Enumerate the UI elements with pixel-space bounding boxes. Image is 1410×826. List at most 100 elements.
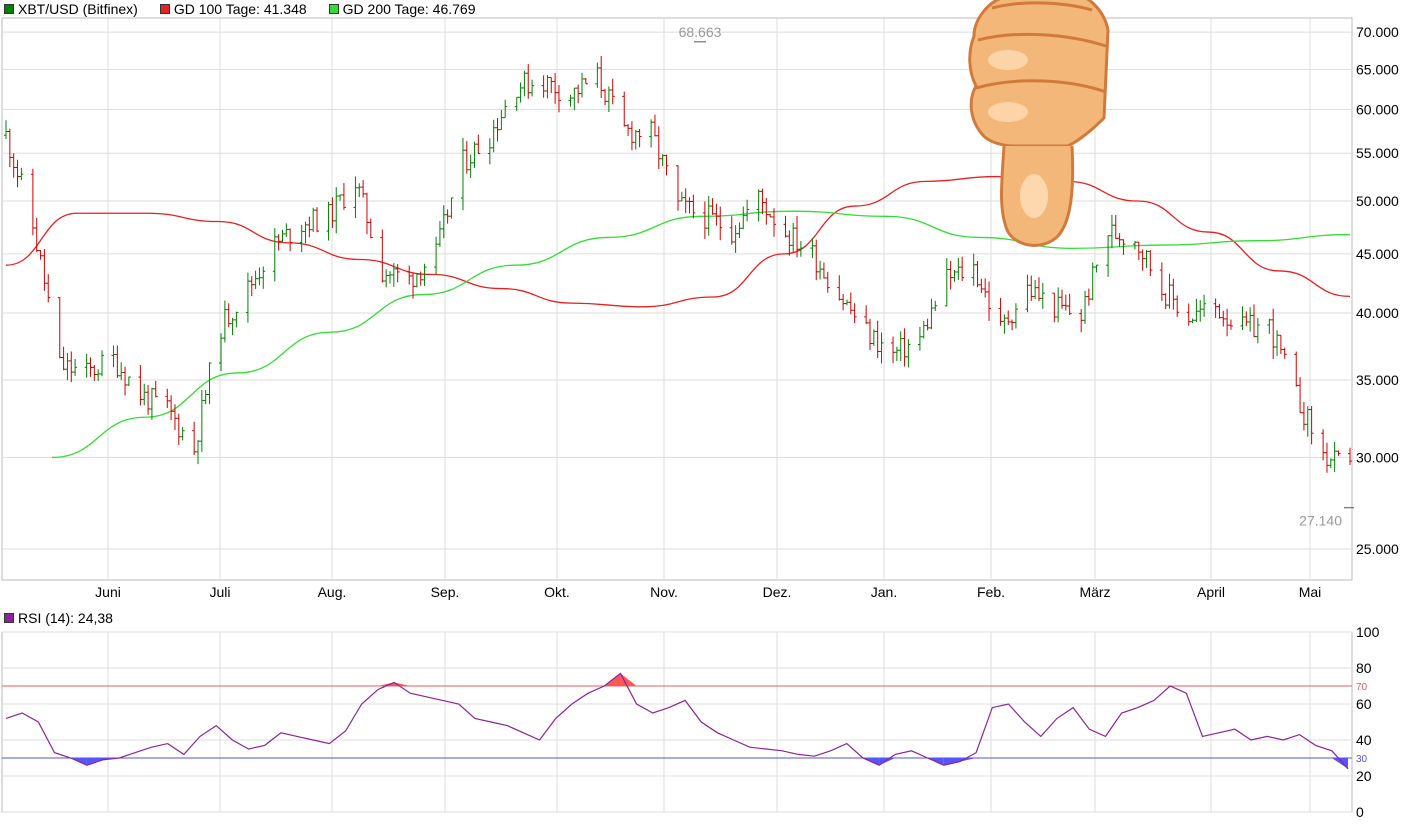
- price-axis: 70.000 65.000 60.000 55.000 50.000 45.000 40.0…: [95, 24, 1399, 600]
- price-y-tick-label: 70.000: [1356, 24, 1399, 40]
- legend-rsi-label: RSI (14): 24,38: [18, 610, 113, 626]
- rsi-overbought-fill: [620, 673, 637, 686]
- price-bar: [864, 305, 869, 325]
- price-bar: [1213, 298, 1218, 318]
- price-bar: [844, 299, 849, 306]
- price-bar: [1252, 304, 1256, 338]
- rsi-30-label: 30: [1356, 754, 1368, 765]
- month-tick-label: Feb.: [977, 584, 1005, 600]
- price-bar: [987, 281, 992, 321]
- price-bar: [96, 369, 101, 381]
- price-bar: [906, 339, 911, 368]
- price-bar: [341, 183, 346, 210]
- month-tick-label: März: [1079, 584, 1110, 600]
- price-bar: [334, 187, 339, 234]
- price-bar: [330, 197, 335, 229]
- symbol-color-swatch: [4, 4, 14, 14]
- price-bar: [1271, 308, 1276, 360]
- rsi-y-tick-label: 100: [1356, 624, 1380, 640]
- price-bar: [422, 263, 427, 286]
- price-bar: [810, 238, 815, 259]
- price-bar: [88, 357, 93, 377]
- price-bar: [445, 209, 450, 224]
- rsi-line: [5, 672, 1349, 770]
- price-bar: [276, 234, 281, 251]
- price-bar: [249, 276, 254, 297]
- price-bar: [1228, 319, 1233, 330]
- rsi-plot-frame: [1, 631, 1353, 813]
- price-y-tick-label: 35.000: [1356, 372, 1399, 388]
- month-tick-label: Sep.: [431, 584, 460, 600]
- price-bar: [142, 383, 147, 406]
- price-bar: [691, 194, 696, 219]
- price-bar: [1148, 250, 1153, 277]
- month-tick-label: Jan.: [871, 584, 897, 600]
- price-bar: [530, 79, 535, 97]
- price-bar: [971, 253, 976, 286]
- price-bar: [795, 215, 800, 258]
- price-bar: [1275, 330, 1280, 356]
- price-bar: [253, 270, 258, 289]
- price-y-tick-label: 45.000: [1356, 246, 1399, 262]
- price-bar: [1294, 351, 1299, 387]
- price-bar: [902, 328, 907, 367]
- price-bar: [411, 272, 416, 299]
- price-bar: [1144, 250, 1149, 269]
- price-bar: [472, 141, 477, 169]
- price-bar: [610, 78, 615, 105]
- low-price-label: 27.140: [1299, 513, 1342, 529]
- price-bar: [123, 366, 128, 396]
- price-bar: [1332, 441, 1337, 472]
- price-chart-legend: XBT/USD (Bitfinex) GD 100 Tage: 41.348 G…: [4, 0, 498, 18]
- price-bar: [476, 134, 481, 155]
- price-bar: [299, 224, 304, 253]
- price-bar: [729, 216, 734, 245]
- price-bar: [756, 189, 761, 222]
- price-bar: [1163, 293, 1168, 310]
- price-bar: [42, 249, 47, 291]
- price-bar: [169, 395, 174, 421]
- price-bar: [1040, 282, 1045, 309]
- price-bar: [1240, 306, 1245, 330]
- price-bar: [491, 119, 496, 153]
- price-bar: [944, 258, 949, 307]
- price-bar: [34, 217, 39, 253]
- price-bar: [149, 387, 154, 420]
- price-bar: [975, 260, 980, 288]
- price-bar: [1117, 233, 1122, 247]
- price-bar: [326, 201, 331, 241]
- price-bar: [1079, 308, 1084, 333]
- price-bar: [464, 141, 469, 174]
- price-bar: [207, 362, 212, 405]
- price-bar: [495, 118, 500, 142]
- price-bar: [718, 206, 723, 241]
- price-bar: [545, 75, 550, 99]
- price-bar: [1194, 298, 1199, 322]
- price-bar: [311, 207, 316, 232]
- price-bar: [1167, 273, 1172, 309]
- ma200-line: [51, 210, 1351, 459]
- price-bar: [606, 86, 611, 112]
- high-price-label: 68.663: [679, 24, 722, 40]
- rsi-oversold-fill: [943, 758, 960, 766]
- price-bar: [57, 297, 62, 359]
- price-bar: [660, 154, 665, 167]
- price-bar: [737, 222, 742, 239]
- price-bar: [837, 275, 842, 301]
- price-y-tick-label: 55.000: [1356, 145, 1399, 161]
- price-bar: [338, 194, 343, 201]
- price-bar: [583, 78, 588, 85]
- price-bar: [380, 229, 385, 283]
- price-annotations: 68.663 27.140: [679, 24, 1354, 529]
- legend-ma200-label: GD 200 Tage: 46.769: [342, 1, 476, 17]
- price-bar: [960, 256, 965, 281]
- price-bar: [1036, 277, 1041, 302]
- price-bar: [1006, 310, 1011, 326]
- price-bar: [821, 262, 826, 279]
- price-bar: [19, 167, 24, 181]
- price-bar: [138, 365, 143, 406]
- legend-symbol-label: XBT/USD (Bitfinex): [18, 1, 138, 17]
- price-bar: [364, 192, 369, 235]
- price-bar: [868, 318, 872, 350]
- price-bar: [921, 320, 926, 339]
